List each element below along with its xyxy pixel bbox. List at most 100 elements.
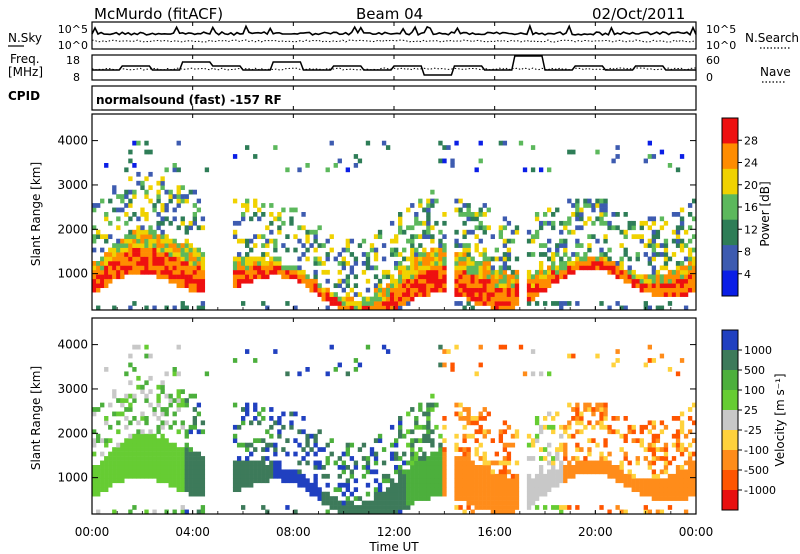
power-cell <box>691 198 697 204</box>
velocity-cell <box>96 465 101 470</box>
velocity-cell <box>394 469 399 475</box>
velocity-cell <box>192 478 197 484</box>
velocity-cell <box>100 473 105 479</box>
velocity-cell <box>184 465 189 470</box>
velocity-cell <box>200 509 206 515</box>
velocity-cell <box>128 380 133 386</box>
power-cell <box>567 301 572 306</box>
power-cell <box>462 234 467 240</box>
velocity-cell <box>394 505 399 510</box>
velocity-cell <box>184 433 189 439</box>
power-cell <box>257 269 262 275</box>
freq-left-tick-bottom: 8 <box>73 71 80 84</box>
power-cell <box>599 261 604 266</box>
power-cell <box>349 238 355 244</box>
power-cell <box>277 265 282 271</box>
velocity-cell <box>100 482 105 488</box>
velocity-cell <box>313 482 318 488</box>
power-cell <box>438 158 443 164</box>
power-cell <box>671 252 677 257</box>
power-cell <box>273 265 278 271</box>
velocity-cell <box>595 460 600 466</box>
power-cell <box>410 269 415 275</box>
power-cell <box>430 287 435 293</box>
power-cell <box>659 216 665 222</box>
power-cell <box>502 305 508 311</box>
power-cell <box>136 216 141 222</box>
power-cell <box>200 287 206 293</box>
velocity-cell <box>414 465 419 470</box>
power-cell <box>514 256 520 262</box>
power-cell <box>196 283 202 289</box>
velocity-cell <box>675 487 681 493</box>
velocity-cell <box>599 424 604 430</box>
power-cell <box>679 216 685 222</box>
velocity-cell <box>687 482 693 488</box>
velocity-cell <box>265 509 270 515</box>
power-cell <box>309 243 314 248</box>
velocity-cell <box>603 469 608 475</box>
velocity-cell <box>345 465 351 470</box>
power-cell <box>200 265 206 271</box>
power-cell <box>172 247 177 253</box>
power-cell <box>309 229 314 235</box>
velocity-cell <box>563 456 568 461</box>
velocity-cell <box>192 460 197 466</box>
velocity-cell <box>470 487 475 493</box>
velocity-cell <box>442 438 447 444</box>
velocity-cell <box>261 438 266 444</box>
velocity-cell <box>184 429 189 435</box>
power-cell <box>104 256 109 262</box>
power-cell <box>559 256 564 262</box>
velocity-cell <box>567 469 572 475</box>
velocity-cell <box>232 487 238 493</box>
power-cell <box>144 252 149 257</box>
velocity-cell <box>482 460 487 466</box>
power-cell <box>361 269 367 275</box>
velocity-cell <box>462 465 467 470</box>
velocity-cell <box>261 456 266 461</box>
power-cell <box>547 167 552 173</box>
velocity-cell <box>253 447 258 452</box>
power-cell <box>345 296 351 302</box>
velocity-cell <box>285 505 290 510</box>
velocity-cell <box>353 505 359 510</box>
velocity-cell <box>180 398 185 403</box>
power-cell <box>687 212 693 217</box>
power-cell <box>406 292 411 297</box>
velocity-cell <box>474 496 479 501</box>
power-cell <box>462 212 467 217</box>
velocity-cell <box>474 487 479 493</box>
velocity-cell <box>152 465 157 470</box>
power-cell <box>196 198 202 204</box>
velocity-cell <box>305 442 310 448</box>
velocity-cell <box>426 469 431 475</box>
velocity-cell <box>418 478 423 484</box>
power-cell <box>172 269 177 275</box>
velocity-cell <box>522 371 528 377</box>
velocity-cell <box>462 438 467 444</box>
velocity-cell <box>691 473 697 479</box>
power-cell <box>164 238 169 244</box>
power-cell <box>563 247 568 253</box>
velocity-cell <box>547 460 552 466</box>
power-cell <box>526 229 532 235</box>
velocity-cell <box>619 473 624 479</box>
velocity-cell <box>438 487 443 493</box>
power-cell <box>96 203 101 208</box>
velocity-cell <box>462 491 467 497</box>
velocity-cell <box>192 456 197 461</box>
power-cell <box>462 229 467 235</box>
velocity-cell <box>96 438 101 444</box>
power-cell <box>567 220 572 226</box>
power-cell <box>571 252 576 257</box>
velocity-cell <box>402 491 407 497</box>
power-cell <box>679 207 685 213</box>
velocity-cell <box>301 456 306 461</box>
power-cell <box>679 269 685 275</box>
power-cell <box>140 265 145 271</box>
power-cell <box>373 305 379 311</box>
power-cell <box>389 287 395 293</box>
power-cell <box>152 265 157 271</box>
velocity-cell <box>152 460 157 466</box>
